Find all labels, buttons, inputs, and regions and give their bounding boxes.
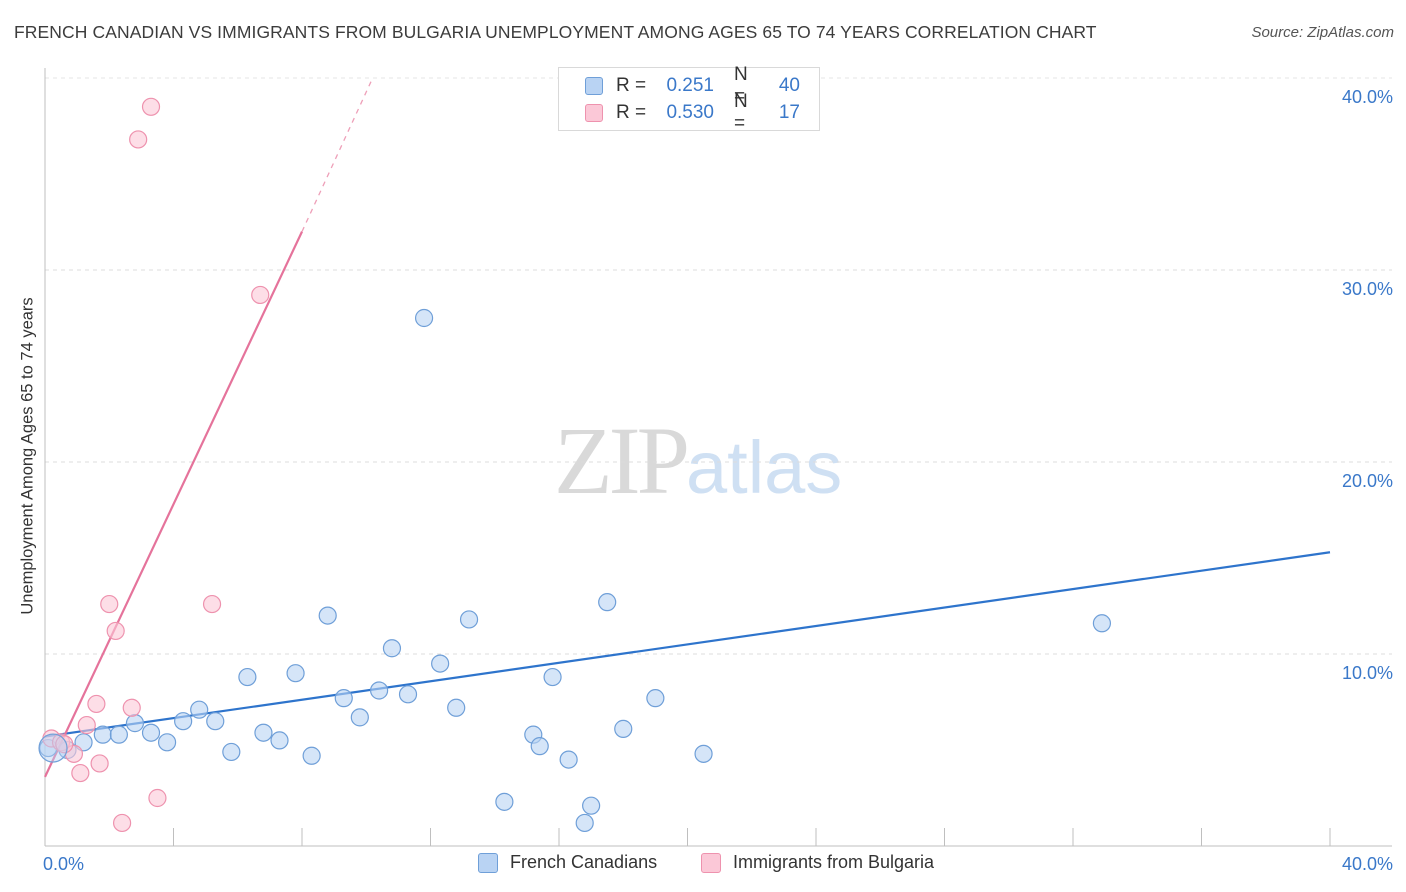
y-tick-label: 40.0%: [1342, 87, 1393, 107]
legend-r-value-french-canadians: 0.251: [666, 75, 714, 96]
legend-item-bulgaria[interactable]: Immigrants from Bulgaria: [701, 852, 934, 873]
point-french-canadians: [646, 689, 665, 708]
legend-swatch-french-canadians: [478, 852, 498, 873]
legend-label-french-canadians: French Canadians: [510, 852, 658, 872]
point-bulgaria: [77, 715, 96, 735]
point-bulgaria: [90, 754, 109, 773]
point-bulgaria: [100, 594, 119, 614]
point-french-canadians: [431, 654, 450, 673]
point-french-canadians: [582, 796, 601, 815]
point-bulgaria: [71, 763, 90, 783]
point-french-canadians: [350, 708, 369, 727]
watermark: ZIPatlas: [554, 405, 842, 516]
trendline-french-canadians: [44, 551, 1331, 738]
chart-title: FRENCH CANADIAN VS IMMIGRANTS FROM BULGA…: [14, 22, 1097, 42]
y-axis-label: Unemployment Among Ages 65 to 74 years: [18, 297, 37, 615]
legend-r-value-bulgaria: 0.530: [666, 102, 714, 123]
legend-label-bulgaria: Immigrants from Bulgaria: [733, 852, 935, 872]
point-french-canadians: [382, 639, 402, 658]
point-bulgaria: [202, 594, 222, 614]
point-french-canadians: [174, 712, 193, 731]
point-bulgaria: [122, 698, 141, 717]
legend-n-value-french-canadians: 40: [778, 75, 800, 96]
legend-n-value-bulgaria: 17: [778, 102, 800, 123]
trend-layer: [44, 77, 1331, 778]
point-french-canadians: [302, 746, 321, 765]
point-bulgaria: [141, 97, 161, 116]
watermark-zip: ZIP: [554, 407, 690, 514]
point-french-canadians: [398, 685, 418, 704]
point-bulgaria: [129, 130, 148, 149]
point-french-canadians: [286, 664, 305, 683]
point-french-canadians: [270, 731, 289, 750]
point-french-canadians: [370, 681, 389, 700]
point-french-canadians: [559, 750, 578, 769]
correlation-legend: R = 0.251 N = 40 R = 0.530 N = 17: [558, 64, 820, 134]
point-french-canadians: [694, 744, 713, 763]
point-french-canadians: [1092, 614, 1112, 633]
point-french-canadians: [334, 689, 353, 708]
point-french-canadians: [190, 700, 209, 719]
point-bulgaria: [55, 735, 74, 754]
point-bulgaria: [112, 813, 132, 833]
legend-n-label: N =: [734, 64, 748, 107]
point-french-canadians: [109, 725, 128, 744]
point-layer: [38, 68, 1112, 833]
y-tick-label: 30.0%: [1342, 279, 1393, 299]
grid-layer: [45, 77, 1392, 655]
trendline-bulgaria-extension: [301, 77, 374, 232]
point-bulgaria: [148, 788, 167, 808]
label-layer: 10.0% 20.0% 30.0% 40.0% 0.0% 40.0%: [43, 87, 1393, 874]
legend-row-bulgaria: R = 0.530 N = 17: [585, 91, 800, 134]
point-french-canadians: [125, 714, 145, 733]
point-french-canadians: [93, 725, 112, 744]
legend-swatch-bulgaria: [585, 104, 603, 122]
point-french-canadians: [530, 737, 549, 756]
y-tick-label: 10.0%: [1342, 663, 1393, 683]
legend-n-label: N =: [734, 91, 748, 134]
legend-r-label: R =: [616, 102, 647, 123]
x-tick-label-min: 0.0%: [43, 854, 84, 874]
trendline-bulgaria: [44, 231, 303, 778]
point-french-canadians: [254, 723, 273, 742]
point-french-canadians: [414, 308, 434, 328]
point-french-canadians: [543, 667, 562, 687]
series-legend: French Canadians Immigrants from Bulgari…: [0, 852, 1406, 876]
legend-row-french-canadians: R = 0.251 N = 40: [585, 64, 800, 107]
legend-item-french-canadians[interactable]: French Canadians: [478, 852, 657, 873]
point-french-canadians: [614, 719, 633, 738]
watermark-atlas: atlas: [686, 426, 843, 509]
point-french-canadians: [206, 712, 225, 731]
source-credit: Source: ZipAtlas.com: [1251, 24, 1394, 41]
point-bulgaria: [251, 285, 270, 305]
x-tick-label-max: 40.0%: [1342, 854, 1393, 874]
point-french-canadians: [459, 610, 479, 629]
point-cluster-origin: [38, 733, 68, 763]
point-french-canadians: [598, 593, 617, 612]
point-french-canadians: [222, 742, 241, 762]
point-bulgaria: [87, 694, 106, 714]
y-tick-label: 20.0%: [1342, 471, 1393, 491]
legend-swatch-french-canadians: [585, 77, 603, 95]
point-french-canadians: [238, 667, 257, 687]
legend-swatch-bulgaria: [701, 852, 721, 873]
point-bulgaria: [106, 621, 125, 641]
point-french-canadians: [447, 698, 466, 717]
point-french-canadians: [141, 723, 161, 742]
point-french-canadians: [575, 813, 594, 833]
axis-layer: [44, 68, 1392, 847]
legend-r-label: R =: [616, 75, 647, 96]
point-french-canadians: [318, 606, 337, 625]
point-french-canadians: [157, 733, 177, 752]
point-french-canadians: [495, 792, 514, 811]
